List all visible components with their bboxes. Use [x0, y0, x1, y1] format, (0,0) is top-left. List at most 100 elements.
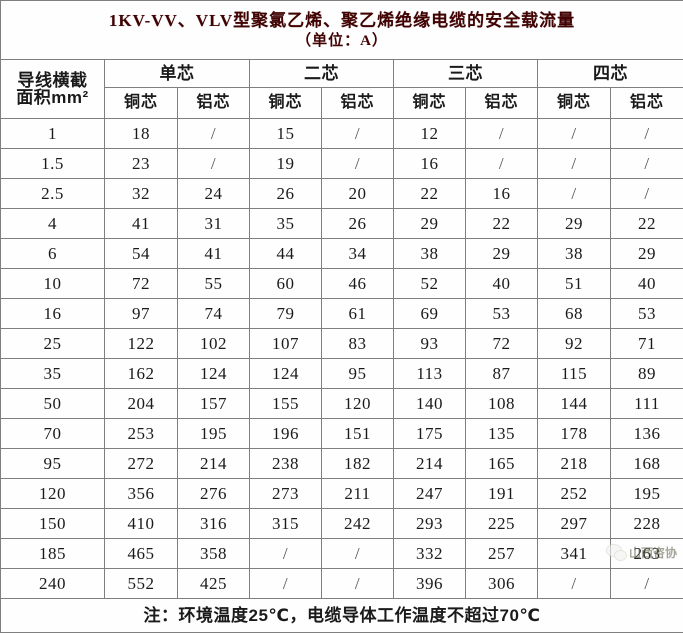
cell-value: 253	[105, 419, 178, 449]
cell-value: 124	[178, 359, 250, 389]
cell-value: 214	[178, 449, 250, 479]
cell-value: 293	[394, 509, 466, 539]
cell-value: /	[538, 119, 611, 149]
cell-value: 53	[466, 299, 538, 329]
cell-value: 136	[611, 419, 683, 449]
conductor-type-5: 铜芯	[394, 88, 466, 119]
cell-value: 44	[250, 239, 322, 269]
cell-value: 272	[105, 449, 178, 479]
core-group-four: 四芯	[538, 60, 683, 88]
row-header-size: 25	[1, 329, 105, 359]
cell-value: /	[538, 149, 611, 179]
cell-value: 124	[250, 359, 322, 389]
row-header-size: 4	[1, 209, 105, 239]
cell-value: 165	[466, 449, 538, 479]
cell-value: 72	[105, 269, 178, 299]
page-subtitle: （单位：A）	[1, 34, 683, 49]
cell-value: 54	[105, 239, 178, 269]
cell-value: 257	[466, 539, 538, 569]
cell-value: 29	[538, 209, 611, 239]
page-title: 1KV-VV、VLV型聚氯乙烯、聚乙烯绝缘电缆的安全载流量	[1, 12, 683, 29]
row-header-size: 120	[1, 479, 105, 509]
cell-value: 341	[538, 539, 611, 569]
cell-value: /	[250, 539, 322, 569]
row-header-size: 35	[1, 359, 105, 389]
cell-value: 214	[394, 449, 466, 479]
cell-value: 122	[105, 329, 178, 359]
cell-value: 26	[250, 179, 322, 209]
cell-value: 20	[322, 179, 394, 209]
cell-value: 60	[250, 269, 322, 299]
row-header-size: 6	[1, 239, 105, 269]
row-header-size: 185	[1, 539, 105, 569]
cell-value: 410	[105, 509, 178, 539]
cell-value: 38	[394, 239, 466, 269]
cell-value: 247	[394, 479, 466, 509]
cell-value: 315	[250, 509, 322, 539]
cell-value: 35	[250, 209, 322, 239]
cell-value: 162	[105, 359, 178, 389]
cell-value: 358	[178, 539, 250, 569]
cell-value: 31	[178, 209, 250, 239]
cell-value: 144	[538, 389, 611, 419]
cell-value: 34	[322, 239, 394, 269]
cell-value: 92	[538, 329, 611, 359]
cell-value: 155	[250, 389, 322, 419]
cell-value: 22	[394, 179, 466, 209]
conductor-type-8: 铝芯	[611, 88, 683, 119]
cell-value: 41	[105, 209, 178, 239]
cell-value: /	[322, 149, 394, 179]
cell-value: 113	[394, 359, 466, 389]
cell-value: /	[538, 179, 611, 209]
cell-value: 93	[394, 329, 466, 359]
cell-value: 40	[466, 269, 538, 299]
cell-value: 316	[178, 509, 250, 539]
cell-value: 195	[178, 419, 250, 449]
conductor-type-3: 铜芯	[250, 88, 322, 119]
cell-value: /	[611, 119, 683, 149]
cell-value: 151	[322, 419, 394, 449]
cell-value: 108	[466, 389, 538, 419]
cell-value: 396	[394, 569, 466, 599]
row-header-size: 240	[1, 569, 105, 599]
cell-value: 16	[394, 149, 466, 179]
cell-value: 228	[611, 509, 683, 539]
cell-value: 273	[250, 479, 322, 509]
cell-value: 19	[250, 149, 322, 179]
cell-value: 18	[105, 119, 178, 149]
cell-value: 24	[178, 179, 250, 209]
row-header-size: 70	[1, 419, 105, 449]
cell-value: 68	[538, 299, 611, 329]
cell-value: /	[250, 569, 322, 599]
row-header-size: 10	[1, 269, 105, 299]
cell-value: 196	[250, 419, 322, 449]
cable-ampacity-sheet: 1KV-VV、VLV型聚氯乙烯、聚乙烯绝缘电缆的安全载流量 （单位：A） 导线横…	[0, 0, 683, 588]
cell-value: /	[538, 569, 611, 599]
cell-value: 12	[394, 119, 466, 149]
cell-value: 195	[611, 479, 683, 509]
cell-value: 332	[394, 539, 466, 569]
cell-value: 87	[466, 359, 538, 389]
row-header-size: 16	[1, 299, 105, 329]
conductor-type-7: 铜芯	[538, 88, 611, 119]
row-header-size: 95	[1, 449, 105, 479]
cell-value: 29	[394, 209, 466, 239]
cell-value: 465	[105, 539, 178, 569]
cell-value: 102	[178, 329, 250, 359]
cell-value: 61	[322, 299, 394, 329]
cell-value: /	[178, 149, 250, 179]
cell-value: /	[322, 569, 394, 599]
cell-value: 425	[178, 569, 250, 599]
cell-value: 97	[105, 299, 178, 329]
cell-value: 242	[322, 509, 394, 539]
cell-value: 29	[466, 239, 538, 269]
cell-value: 74	[178, 299, 250, 329]
